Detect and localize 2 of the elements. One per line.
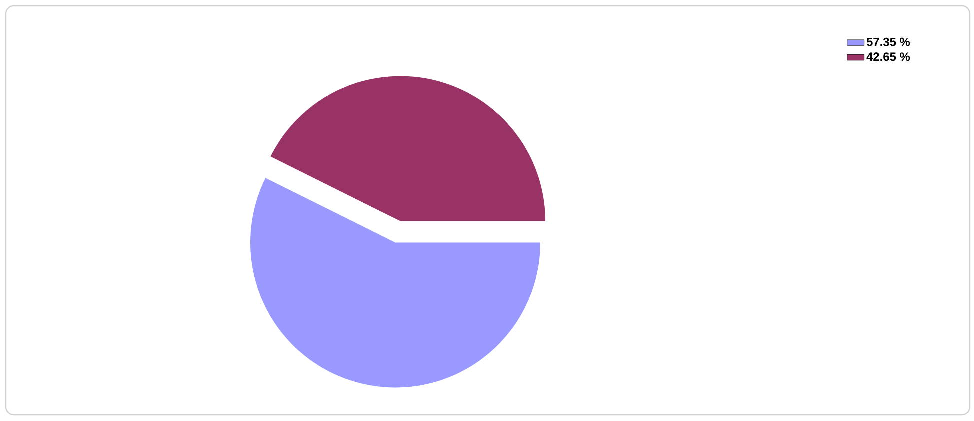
legend-label: 42.65 % [866, 52, 910, 62]
legend-label: 57.35 % [866, 38, 910, 46]
